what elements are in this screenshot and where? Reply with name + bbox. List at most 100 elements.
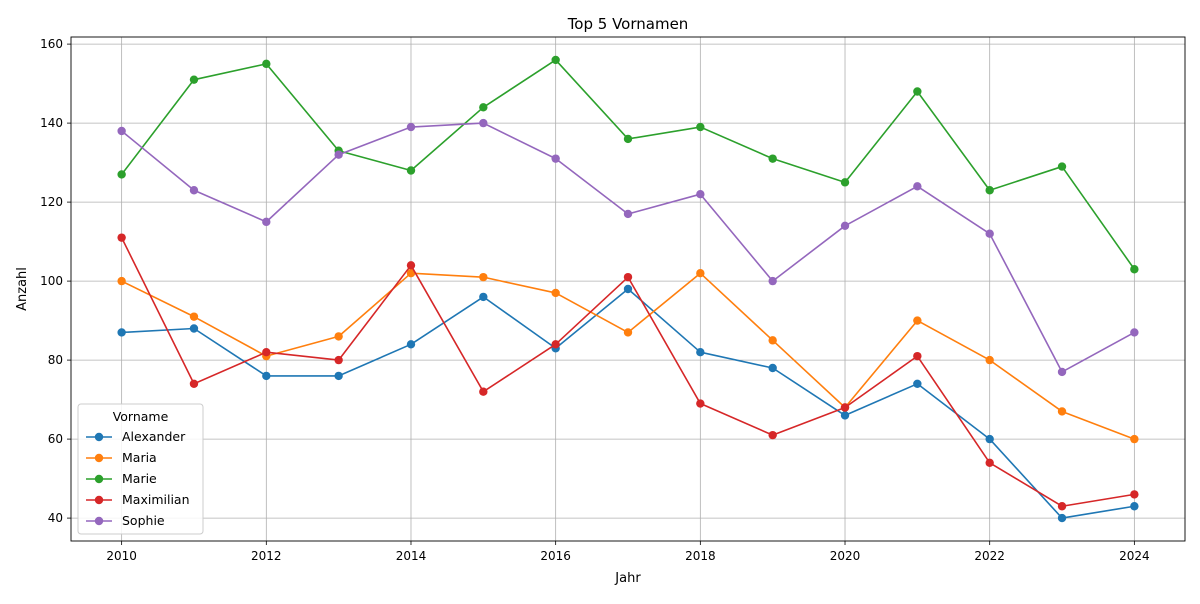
data-point	[696, 347, 705, 357]
data-point	[985, 229, 994, 238]
data-point	[262, 59, 271, 69]
data-point	[117, 328, 126, 337]
data-point	[189, 324, 199, 333]
series-line	[121, 59, 1136, 270]
legend-item: Sophie	[86, 513, 165, 528]
data-point	[1057, 502, 1067, 511]
data-point	[985, 458, 994, 467]
data-point	[623, 328, 633, 337]
y-axis-label: Anzahl	[15, 267, 30, 311]
data-point	[623, 272, 633, 282]
data-point	[768, 430, 777, 440]
data-point	[1130, 265, 1139, 274]
data-point	[768, 154, 777, 163]
data-point	[406, 122, 416, 132]
data-point	[117, 170, 126, 179]
y-tick-label: 140	[40, 116, 63, 130]
x-tick-label: 2010	[106, 549, 137, 563]
legend-label: Sophie	[122, 513, 165, 528]
y-tick-label: 40	[48, 511, 63, 525]
x-tick-label: 2018	[685, 549, 716, 563]
legend-label: Marie	[122, 471, 157, 486]
legend-swatch-marker	[94, 453, 104, 463]
data-point	[985, 186, 994, 195]
legend-item: Alexander	[86, 429, 186, 444]
data-point	[551, 340, 560, 349]
x-axis-label: Jahr	[614, 571, 641, 586]
data-point	[551, 288, 560, 298]
data-point	[696, 269, 705, 278]
data-point	[189, 312, 199, 321]
data-point	[262, 347, 271, 357]
data-point	[913, 379, 922, 388]
data-point	[189, 186, 199, 195]
data-point	[551, 154, 560, 163]
data-point	[406, 166, 416, 175]
legend-items: Alexander Maria Marie Maximilian Sophie	[86, 429, 190, 528]
data-point	[1130, 502, 1139, 511]
y-tick-label: 100	[40, 274, 63, 288]
data-point	[406, 261, 416, 270]
data-point	[623, 284, 633, 294]
data-point	[262, 371, 271, 381]
legend-swatch-marker	[94, 474, 104, 484]
legend-label: Maximilian	[122, 492, 190, 507]
data-point	[117, 276, 126, 286]
legend-title: Vorname	[113, 409, 169, 424]
plot-frame	[70, 36, 1186, 542]
data-point	[623, 209, 633, 219]
data-point	[1130, 328, 1139, 337]
data-point	[334, 150, 343, 159]
series-group	[117, 55, 1139, 523]
y-tick-label: 120	[40, 195, 63, 209]
x-tick-label: 2012	[251, 549, 282, 563]
data-point	[1057, 367, 1067, 377]
data-point	[985, 434, 994, 444]
legend-swatch-marker	[94, 516, 104, 526]
legend-label: Maria	[122, 450, 157, 465]
data-point	[479, 387, 488, 396]
x-tick-label: 2016	[540, 549, 571, 563]
data-point	[696, 190, 705, 199]
legend: Vorname Alexander Maria Marie Maximilian Sop…	[77, 403, 204, 535]
data-point	[117, 126, 126, 136]
data-point	[334, 371, 343, 381]
legend-item: Maria	[86, 450, 157, 465]
data-point	[479, 292, 488, 302]
y-tick-label: 160	[40, 37, 63, 51]
grid	[71, 37, 1185, 541]
data-point	[189, 75, 199, 84]
data-point	[768, 363, 777, 373]
data-point	[985, 355, 994, 365]
data-point	[189, 379, 199, 388]
x-tick-label: 2014	[396, 549, 427, 563]
data-point	[913, 316, 922, 325]
chart-title: Top 5 Vornamen	[567, 15, 689, 33]
data-point	[117, 233, 126, 242]
legend-item: Maximilian	[86, 492, 190, 507]
series-line	[121, 288, 1135, 519]
x-tick-label: 2020	[830, 549, 861, 563]
data-point	[334, 355, 343, 365]
legend-item: Marie	[86, 471, 157, 486]
data-point	[1130, 434, 1139, 444]
data-point	[479, 118, 488, 128]
data-point	[913, 351, 922, 361]
data-point	[768, 336, 777, 345]
data-point	[696, 399, 705, 408]
series-sophie	[117, 118, 1139, 377]
data-point	[768, 276, 777, 286]
x-tick-label: 2024	[1119, 549, 1150, 563]
y-tick-label: 60	[48, 432, 63, 446]
data-point	[1130, 490, 1139, 499]
legend-swatch-marker	[94, 432, 104, 442]
data-point	[479, 103, 488, 112]
data-point	[840, 178, 850, 187]
data-point	[551, 55, 560, 65]
data-point	[840, 221, 850, 231]
data-point	[406, 269, 416, 278]
data-point	[913, 182, 922, 191]
data-point	[334, 332, 343, 341]
